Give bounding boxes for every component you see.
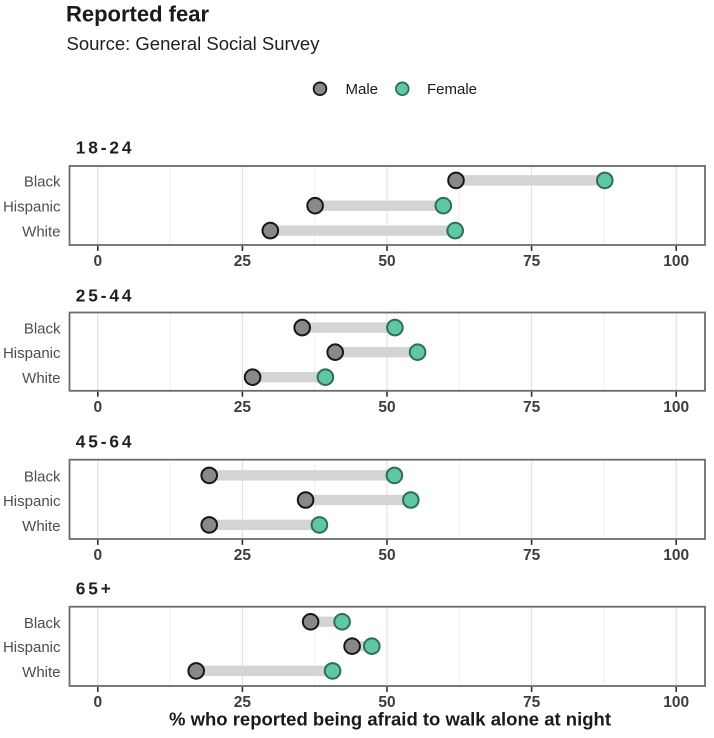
svg-text:% who reported being afraid to: % who reported being afraid to walk alon…: [169, 709, 611, 730]
svg-text:White: White: [22, 224, 60, 241]
svg-text:Black: Black: [24, 321, 61, 338]
svg-text:75: 75: [523, 694, 541, 711]
svg-text:White: White: [22, 664, 60, 681]
svg-text:25: 25: [234, 253, 252, 270]
svg-text:Male: Male: [346, 81, 379, 98]
svg-text:75: 75: [523, 253, 541, 270]
svg-text:25-44: 25-44: [76, 286, 135, 306]
svg-text:25: 25: [234, 694, 252, 711]
svg-text:18-24: 18-24: [76, 138, 135, 158]
svg-text:Hispanic: Hispanic: [3, 493, 61, 510]
svg-text:25: 25: [234, 547, 252, 564]
svg-text:100: 100: [663, 694, 689, 711]
svg-text:50: 50: [378, 399, 395, 416]
svg-text:45-64: 45-64: [76, 431, 135, 451]
svg-text:50: 50: [378, 694, 395, 711]
svg-text:White: White: [22, 518, 60, 535]
svg-text:65+: 65+: [76, 579, 114, 599]
svg-text:Black: Black: [24, 173, 61, 190]
svg-text:75: 75: [523, 547, 541, 564]
svg-text:100: 100: [663, 399, 689, 416]
svg-text:25: 25: [234, 399, 252, 416]
svg-text:Black: Black: [24, 468, 61, 485]
svg-text:Hispanic: Hispanic: [3, 639, 61, 656]
svg-text:75: 75: [523, 399, 541, 416]
svg-text:0: 0: [93, 399, 102, 416]
svg-text:Reported fear: Reported fear: [66, 2, 209, 27]
svg-text:Hispanic: Hispanic: [3, 199, 61, 216]
svg-text:Female: Female: [427, 81, 477, 98]
svg-text:Black: Black: [24, 615, 61, 632]
svg-text:50: 50: [378, 253, 395, 270]
svg-text:100: 100: [663, 253, 689, 270]
svg-text:0: 0: [93, 253, 102, 270]
svg-text:Source: General Social Survey: Source: General Social Survey: [67, 33, 321, 54]
svg-text:100: 100: [663, 547, 689, 564]
svg-text:Hispanic: Hispanic: [3, 345, 61, 362]
svg-text:0: 0: [93, 694, 102, 711]
svg-text:0: 0: [93, 547, 102, 564]
svg-text:50: 50: [378, 547, 395, 564]
svg-text:White: White: [22, 370, 60, 387]
